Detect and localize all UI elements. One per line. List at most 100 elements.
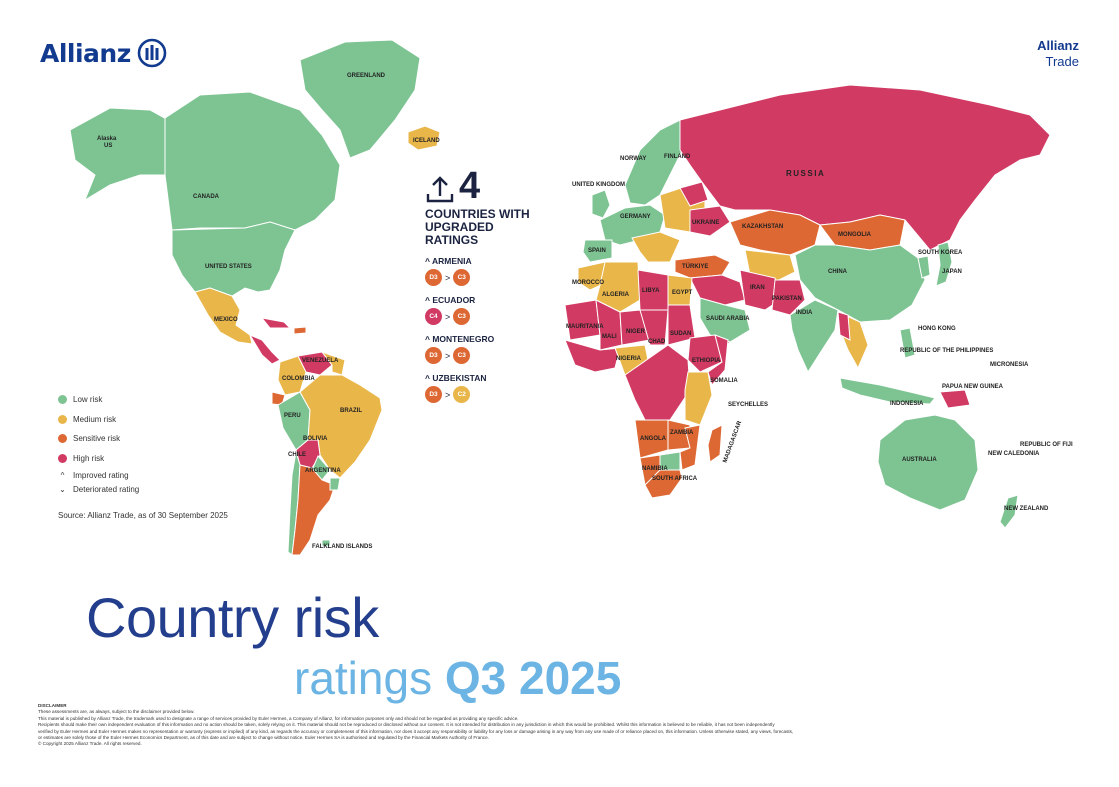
country-iberia [582, 239, 613, 263]
country-middle-east [689, 274, 746, 306]
disclaimer-line: Recipients should make their own indepen… [38, 722, 775, 728]
label-india: INDIA [796, 310, 813, 316]
country-name: ARMENIA [432, 256, 472, 266]
upgraded-country-name: ^ MONTENEGRO [425, 334, 575, 344]
legend-swatch [58, 395, 67, 405]
legend-label: High risk [73, 453, 105, 463]
country-venezuela [297, 351, 333, 376]
country-mexico [194, 287, 253, 345]
label-argentina: ARGENTINA [305, 468, 341, 474]
country-myanmar [837, 311, 851, 341]
country-australia [877, 414, 979, 511]
label-iceland: ICELAND [413, 138, 440, 144]
country-balkans [631, 231, 681, 263]
label-fiji: REPUBLIC OF FIJI [1020, 442, 1073, 448]
label-hong-kong: HONG KONG [918, 326, 956, 332]
country-falklands [321, 539, 331, 547]
country-ethiopia [687, 334, 723, 373]
label-niger: NIGER [626, 329, 646, 335]
country-caribbean [260, 317, 292, 329]
label-zambia: ZAMBIA [670, 430, 694, 436]
old-rating-badge: D3 [425, 386, 442, 403]
label-norway: NORWAY [620, 156, 646, 162]
rating-change: C4 > C3 [425, 308, 575, 325]
country-japan [935, 241, 953, 287]
deteriorated-rating-icon: ⌄ [59, 484, 66, 494]
label-new-zealand: NEW ZEALAND [1004, 506, 1049, 512]
label-philippines: REPUBLIC OF THE PHILIPPINES [900, 348, 993, 354]
upgraded-country-item: ^ UZBEKISTAN D3 > C2 [425, 373, 575, 403]
country-chad [639, 309, 669, 346]
country-central-africa [624, 344, 691, 421]
label-seychelles: SEYCHELLES [728, 402, 768, 408]
legend-symbol-item: ⌄ Deteriorated rating [58, 482, 139, 496]
upgraded-title-line-1: COUNTRIES WITH [425, 207, 530, 221]
country-uk [591, 189, 611, 219]
label-finland: FINLAND [664, 154, 691, 160]
upgraded-ratings-callout: 4 COUNTRIES WITH UPGRADED RATINGS ^ ARME… [425, 167, 575, 403]
label-us-short: US [104, 143, 112, 149]
country-pakistan [771, 279, 806, 316]
label-libya: LIBYA [642, 288, 660, 294]
country-philippines [899, 327, 916, 359]
label-bolivia: BOLIVIA [303, 436, 328, 442]
label-kazakhstan: KAZAKHSTAN [742, 224, 783, 230]
rating-change: D3 > C3 [425, 269, 575, 286]
disclaimer: DISCLAIMER These assessments are, as alw… [38, 703, 1083, 748]
country-south-africa [644, 469, 683, 499]
label-japan: JAPAN [942, 269, 962, 275]
allianz-eagle-icon [137, 38, 167, 68]
country-china [794, 244, 926, 323]
label-usa: UNITED STATES [205, 264, 252, 270]
label-greenland: GREENLAND [347, 73, 386, 79]
country-india [789, 299, 839, 374]
old-rating-badge: C4 [425, 308, 442, 325]
legend-symbol-item: ^ Improved rating [58, 468, 139, 482]
country-papua [939, 389, 971, 409]
disclaimer-line: © Copyright 2025 Allianz Trade. All righ… [38, 741, 142, 747]
legend-label: Medium risk [73, 414, 117, 424]
label-chile: CHILE [288, 452, 306, 458]
legend-item: Sensitive risk [58, 429, 139, 449]
label-sudan: SUDAN [670, 331, 691, 337]
upgraded-country-name: ^ ECUADOR [425, 295, 575, 305]
rating-arrow: > [445, 311, 451, 322]
disclaimer-line: These assessments are, as always, subjec… [38, 709, 195, 715]
country-hispaniola [293, 326, 307, 335]
upgraded-country-item: ^ MONTENEGRO D3 > C3 [425, 334, 575, 364]
label-madagascar: MADAGASCAR [723, 420, 744, 464]
brand-line-2: Trade [1045, 54, 1079, 69]
country-kenya-tanzania [684, 371, 713, 426]
label-micronesia: MICRONESIA [990, 362, 1029, 368]
label-pakistan: PAKISTAN [772, 296, 802, 302]
disclaimer-line: This material is published by Allianz Tr… [38, 715, 519, 721]
country-argentina [291, 464, 336, 556]
legend-item: Low risk [58, 390, 139, 410]
country-uruguay [329, 477, 341, 491]
upgraded-header: 4 [425, 167, 575, 205]
rating-change: D3 > C2 [425, 386, 575, 403]
country-madagascar [707, 424, 723, 463]
label-south-korea: SOUTH KOREA [918, 250, 963, 256]
label-peru: PERU [284, 413, 301, 419]
country-korea [917, 255, 931, 279]
label-south-africa: SOUTH AFRICA [652, 476, 698, 482]
label-namibia: NAMIBIA [642, 466, 668, 472]
legend-symbol-label: Improved rating [73, 470, 129, 480]
country-iceland [407, 125, 441, 151]
label-venezuela: VENEZUELA [302, 358, 339, 364]
upgraded-title: COUNTRIES WITH UPGRADED RATINGS [425, 208, 575, 247]
legend-item: Medium risk [58, 410, 139, 430]
label-mauritania: MAURITANIA [566, 324, 604, 330]
label-saudi: SAUDI ARABIA [706, 316, 750, 322]
disclaimer-line: verified by Euler Hermes and Euler Herme… [38, 728, 794, 734]
label-egypt: EGYPT [672, 290, 693, 296]
allianz-logo[interactable]: Allianz [40, 38, 167, 68]
label-indonesia: INDONESIA [890, 401, 924, 407]
improved-arrow-icon: ^ [425, 373, 430, 383]
country-new-zealand [999, 494, 1019, 529]
country-canada [164, 91, 341, 231]
label-ukraine: UKRAINE [692, 220, 719, 226]
label-falklands: FALKLAND ISLANDS [312, 544, 372, 550]
